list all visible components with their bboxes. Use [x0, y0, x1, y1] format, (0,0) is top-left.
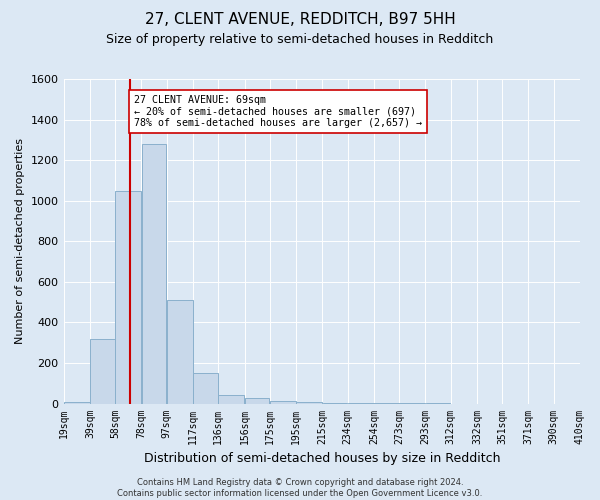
Bar — [245, 398, 269, 404]
Bar — [115, 190, 141, 404]
Text: 27 CLENT AVENUE: 69sqm
← 20% of semi-detached houses are smaller (697)
78% of se: 27 CLENT AVENUE: 69sqm ← 20% of semi-det… — [134, 95, 422, 128]
Bar — [270, 400, 296, 404]
Bar — [90, 338, 115, 404]
Bar — [142, 144, 166, 404]
Text: Contains HM Land Registry data © Crown copyright and database right 2024.
Contai: Contains HM Land Registry data © Crown c… — [118, 478, 482, 498]
Bar — [296, 402, 322, 404]
Y-axis label: Number of semi-detached properties: Number of semi-detached properties — [15, 138, 25, 344]
Bar — [64, 402, 89, 404]
Bar — [193, 373, 218, 404]
Bar — [323, 402, 347, 404]
Text: Size of property relative to semi-detached houses in Redditch: Size of property relative to semi-detach… — [106, 32, 494, 46]
Text: 27, CLENT AVENUE, REDDITCH, B97 5HH: 27, CLENT AVENUE, REDDITCH, B97 5HH — [145, 12, 455, 28]
Bar — [218, 396, 244, 404]
Bar — [167, 300, 193, 404]
X-axis label: Distribution of semi-detached houses by size in Redditch: Distribution of semi-detached houses by … — [143, 452, 500, 465]
